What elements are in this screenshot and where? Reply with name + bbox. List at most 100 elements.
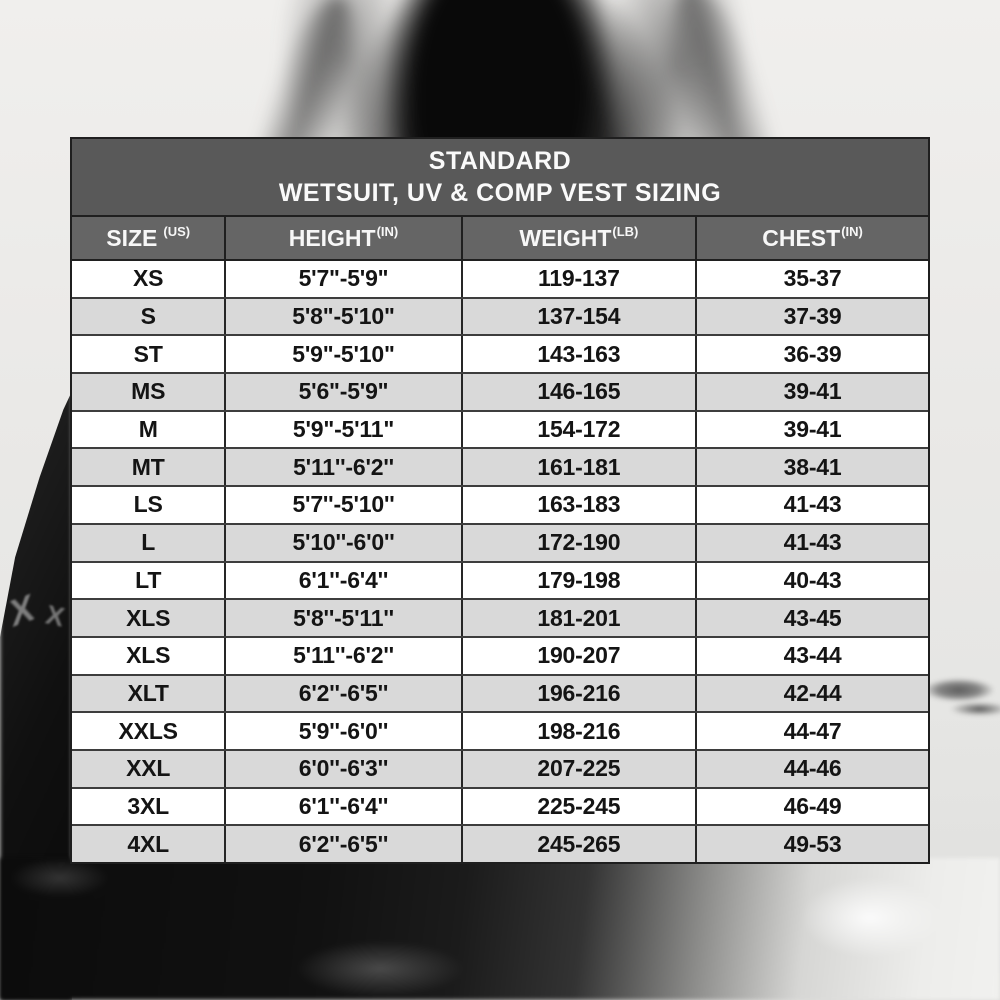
weight-cell: 196-216 [460,675,696,712]
weight-cell: 179-198 [460,562,696,599]
column-unit: (US) [163,223,191,239]
table-row: XXLS 5'9''-6'0'' 198-216 44-47 [72,713,928,751]
table-row: MS 5'6"-5'9" 146-165 39-41 [72,374,928,412]
height-cell: 6'0''-6'3'' [224,750,460,787]
column-label: HEIGHT [288,224,376,251]
height-cell: 5'6"-5'9" [224,374,460,410]
height-cell: 5'11''-6'2'' [224,637,460,674]
weight-cell: 190-207 [460,637,696,674]
table-title-band: STANDARD WETSUIT, UV & COMP VEST SIZING [72,139,928,217]
height-cell: 5'9"-5'10" [224,336,460,373]
table-title: STANDARD [428,146,572,175]
height-cell: 5'9"-5'11" [224,411,460,448]
size-cell: XLS [126,642,171,669]
height-cell: 5'7''-5'10'' [224,487,460,523]
table-row: XLT 6'2''-6'5'' 196-216 42-44 [72,675,928,714]
weight-cell: 245-265 [460,826,696,862]
table-row: M 5'9"-5'11" 154-172 39-41 [72,411,928,450]
chest-cell: 35-37 [695,261,928,297]
size-cell: 3XL [127,792,169,819]
size-cell: XS [133,265,164,292]
table-row: LT 6'1''-6'4'' 179-198 40-43 [72,562,928,601]
table-row: XXL 6'0''-6'3'' 207-225 44-46 [72,750,928,789]
table-row: 3XL 6'1''-6'4'' 225-245 46-49 [72,788,928,827]
weight-cell: 198-216 [460,713,696,749]
height-cell: 6'1''-6'4'' [224,788,460,825]
table-body: XS 5'7"-5'9" 119-137 35-37 S 5'8"-5'10" 137-15… [72,261,928,862]
chest-cell: 46-49 [695,788,928,825]
chest-cell: 43-45 [695,600,928,636]
chest-cell: 39-41 [695,411,928,448]
height-cell: 5'9''-6'0'' [224,713,460,749]
table-row: 4XL 6'2''-6'5'' 245-265 49-53 [72,826,928,862]
chest-cell: 38-41 [695,449,928,486]
chest-cell: 39-41 [695,374,928,410]
height-cell: 5'8"-5'10" [224,298,460,335]
table-row: XLS 5'8''-5'11'' 181-201 43-45 [72,600,928,638]
chest-cell: 43-44 [695,637,928,674]
size-cell: MT [131,453,165,480]
chest-cell: 44-46 [695,750,928,787]
column-unit: (IN) [376,223,399,239]
weight-cell: 225-245 [460,788,696,825]
weight-cell: 143-163 [460,336,696,373]
height-cell: 5'11''-6'2'' [224,449,460,486]
size-cell: 4XL [127,830,169,857]
size-cell: XXL [126,755,171,782]
table-row: L 5'10''-6'0'' 172-190 41-43 [72,524,928,563]
column-unit: (IN) [841,223,863,239]
chest-cell: 44-47 [695,713,928,749]
table-row: XS 5'7"-5'9" 119-137 35-37 [72,261,928,299]
chest-cell: 36-39 [695,336,928,373]
height-cell: 5'7"-5'9" [224,261,460,297]
height-cell: 6'2''-6'5'' [224,675,460,712]
height-cell: 6'2''-6'5'' [224,826,460,862]
weight-cell: 172-190 [460,524,696,561]
column-label: WEIGHT [519,224,612,251]
column-label: CHEST [762,224,841,251]
size-cell: LT [135,566,162,593]
weight-cell: 181-201 [460,600,696,636]
weight-cell: 163-183 [460,487,696,523]
table-row: LS 5'7''-5'10'' 163-183 41-43 [72,487,928,525]
ocean-wave [922,670,1000,720]
chest-cell: 41-43 [695,487,928,523]
size-cell: S [140,303,156,330]
weight-cell: 154-172 [460,411,696,448]
column-unit: (LB) [612,223,639,239]
size-cell: L [141,529,156,556]
column-header-chest: CHEST (IN) [695,217,928,259]
column-header-height: HEIGHT (IN) [224,217,460,259]
weight-cell: 207-225 [460,750,696,787]
chest-cell: 40-43 [695,562,928,599]
size-cell: XXLS [118,717,178,744]
column-header-size: SIZE (US) [72,217,224,259]
table-row: XLS 5'11''-6'2'' 190-207 43-44 [72,637,928,676]
chest-cell: 49-53 [695,826,928,862]
table-row: MT 5'11''-6'2'' 161-181 38-41 [72,449,928,488]
size-cell: ST [133,340,163,367]
sizing-table: STANDARD WETSUIT, UV & COMP VEST SIZING … [70,137,930,864]
chest-cell: 41-43 [695,524,928,561]
height-cell: 5'8''-5'11'' [224,600,460,636]
table-subtitle: WETSUIT, UV & COMP VEST SIZING [278,178,722,207]
column-header-weight: WEIGHT (LB) [460,217,696,259]
size-cell: M [138,416,158,443]
chest-cell: 42-44 [695,675,928,712]
weight-cell: 137-154 [460,298,696,335]
height-cell: 6'1''-6'4'' [224,562,460,599]
size-cell: XLT [127,679,169,706]
size-cell: MS [131,378,166,405]
column-header-row: SIZE (US) HEIGHT (IN) WEIGHT (LB) CHEST (IN) [72,217,928,261]
table-row: S 5'8"-5'10" 137-154 37-39 [72,298,928,337]
chest-cell: 37-39 [695,298,928,335]
weight-cell: 146-165 [460,374,696,410]
ocean-water [0,858,1000,1000]
column-label: SIZE [106,224,158,251]
weight-cell: 119-137 [460,261,696,297]
table-row: ST 5'9"-5'10" 143-163 36-39 [72,336,928,375]
size-cell: LS [133,491,163,518]
height-cell: 5'10''-6'0'' [224,524,460,561]
size-cell: XLS [126,604,171,631]
